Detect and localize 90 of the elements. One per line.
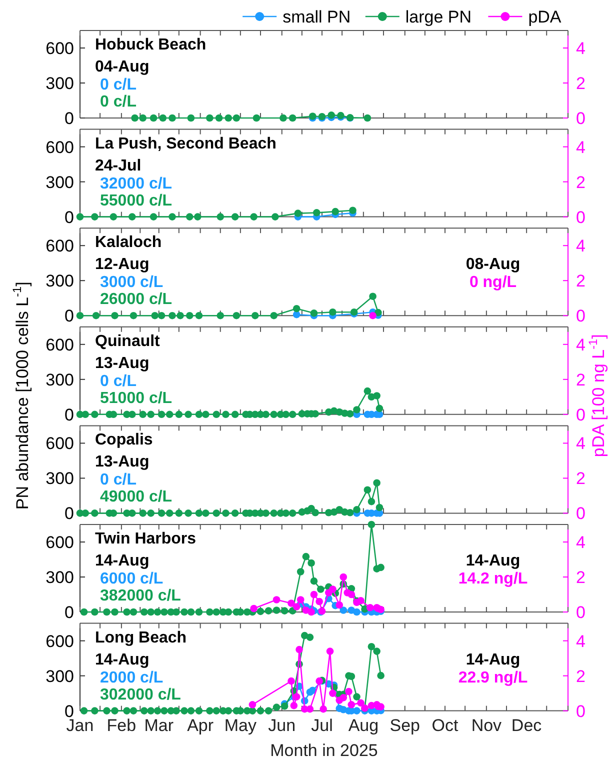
x-tick-label: Aug — [348, 716, 379, 735]
annotation: 302000 c/L — [100, 686, 182, 704]
y-tick-label: 600 — [46, 533, 74, 552]
annotation: 22.9 ng/L — [458, 669, 528, 686]
x-tick-label: Dec — [511, 716, 542, 735]
chart-title: Copalis — [95, 432, 153, 449]
annotation: 0 ng/L — [469, 274, 517, 292]
y2-tick-label: 0 — [576, 603, 586, 622]
annotation: 04-Aug — [95, 58, 150, 76]
annotation: 6000 c/L — [100, 570, 164, 588]
annotation: 14-Aug — [95, 552, 150, 570]
annotation: 55000 c/L — [100, 192, 172, 210]
legend-label: large PN — [405, 8, 472, 26]
x-tick-label: Nov — [471, 716, 502, 735]
chart-title: La Push, Second Beach — [95, 135, 276, 152]
x-tick-label: Oct — [432, 716, 458, 735]
y2-tick-label: 4 — [576, 39, 586, 58]
x-tick-label: Mar — [144, 716, 174, 735]
y2-tick-label: 0 — [576, 405, 586, 424]
annotation: 49000 c/L — [100, 488, 172, 506]
annotation: 2000 c/L — [100, 669, 164, 686]
y2-tick-label: 0 — [576, 702, 586, 721]
x-tick-label: May — [224, 716, 257, 735]
y-tick-label: 600 — [46, 335, 74, 354]
y-tick-label: 300 — [46, 370, 74, 390]
annotation: 08-Aug — [466, 256, 520, 274]
annotation: 24-Jul — [95, 157, 142, 174]
y-tick-label: 0 — [64, 504, 74, 524]
y-tick-label: 0 — [64, 603, 74, 622]
annotation: 13-Aug — [95, 454, 150, 471]
annotation: 12-Aug — [95, 256, 150, 274]
chart-title: Hobuck Beach — [95, 36, 206, 54]
annotation: 3000 c/L — [100, 274, 164, 292]
y-tick-label: 0 — [64, 405, 74, 424]
annotation: 0 c/L — [100, 372, 137, 390]
annotation: 0 c/L — [100, 472, 137, 489]
y2-tick-label: 2 — [576, 74, 586, 93]
y-tick-label: 300 — [46, 568, 74, 587]
annotation: 32000 c/L — [100, 175, 172, 192]
y2-tick-label: 2 — [576, 469, 586, 488]
y-tick-label: 600 — [46, 39, 74, 58]
y-tick-label: 0 — [64, 109, 74, 128]
y2-tick-label: 4 — [576, 533, 586, 552]
annotation: 51000 c/L — [100, 390, 172, 407]
x-tick-label: Feb — [106, 716, 136, 735]
y2-tick-label: 2 — [576, 370, 586, 390]
x-tick-label: Sep — [390, 716, 420, 735]
y2-tick-label: 4 — [576, 335, 586, 354]
y-tick-label: 0 — [64, 306, 74, 326]
y-tick-label: 600 — [46, 236, 74, 256]
legend-label: pDA — [528, 8, 562, 26]
annotation: 382000 c/L — [100, 588, 182, 604]
chart-title: Kalaloch — [95, 234, 162, 252]
y-tick-label: 300 — [46, 272, 74, 291]
x-axis-title: Month in 2025 — [270, 740, 378, 760]
y2-tick-label: 4 — [576, 138, 586, 157]
chart-title: Twin Harbors — [95, 530, 196, 548]
legend-label: small PN — [282, 8, 351, 26]
y2-tick-label: 4 — [576, 236, 586, 256]
y2-tick-label: 2 — [576, 568, 586, 587]
y2-tick-label: 0 — [576, 109, 586, 128]
y-tick-label: 300 — [46, 469, 74, 488]
annotation: 26000 c/L — [100, 291, 172, 308]
annotation: 14.2 ng/L — [458, 570, 528, 588]
annotation: 0 c/L — [100, 94, 137, 110]
chart-title: Quinault — [95, 332, 161, 350]
y-tick-label: 300 — [46, 172, 74, 192]
y-tick-label: 600 — [46, 138, 74, 157]
y-tick-label: 600 — [46, 434, 74, 454]
annotation: 0 c/L — [100, 76, 137, 94]
y2-tick-label: 2 — [576, 666, 586, 686]
y2-tick-label: 4 — [576, 632, 586, 651]
x-tick-label: Jul — [311, 716, 333, 735]
chart-title: Long Beach — [95, 629, 187, 646]
y-tick-label: 0 — [64, 208, 74, 227]
y2-tick-label: 0 — [576, 208, 586, 227]
annotation: 14-Aug — [95, 651, 150, 668]
x-tick-label: Apr — [187, 716, 214, 735]
annotation: 14-Aug — [466, 552, 520, 570]
y-tick-label: 300 — [46, 666, 74, 686]
y2-tick-label: 0 — [576, 504, 586, 524]
y2-tick-label: 2 — [576, 272, 586, 291]
annotation: 13-Aug — [95, 354, 150, 372]
annotation: 14-Aug — [466, 651, 520, 668]
y2-tick-label: 0 — [576, 306, 586, 326]
y-tick-label: 600 — [46, 632, 74, 651]
y2-tick-label: 4 — [576, 434, 586, 454]
x-tick-label: Jun — [268, 716, 296, 735]
y2-tick-label: 2 — [576, 172, 586, 192]
y-tick-label: 300 — [46, 74, 74, 93]
